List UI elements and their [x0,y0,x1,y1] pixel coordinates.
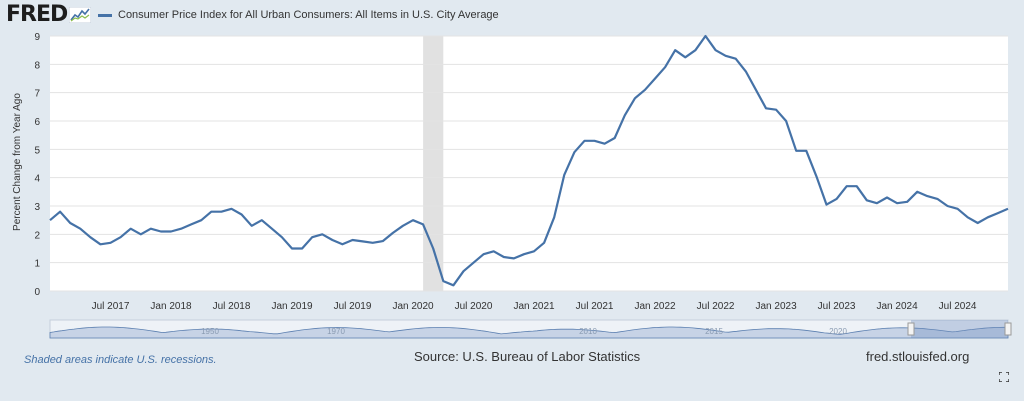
navigator-year-label: 2015 [705,327,723,336]
y-tick-label: 9 [34,32,40,43]
legend-label: Consumer Price Index for All Urban Consu… [118,9,499,21]
navigator-series: 1950 1970 2010 2015 2020 [49,319,1012,339]
x-axis-ticks: Jul 2017 Jan 2018 Jul 2018 Jan 2019 Jul 2019… [92,301,977,312]
y-tick-label: 6 [34,117,40,128]
main-chart[interactable]: 0 1 2 3 4 5 6 7 8 9 Jul 2017 Jan 2018 Jul 2018 Jan 2… [0,30,1024,320]
navigator-area [49,326,1009,339]
y-axis-title: Percent Change from Year Ago [12,93,23,231]
navigator-year-label: 2010 [579,327,597,336]
fred-logo[interactable]: FRED [6,2,68,27]
x-tick-label: Jan 2019 [271,301,313,312]
x-tick-label: Jan 2022 [634,301,676,312]
series-layer [49,34,1009,287]
y-tick-label: 5 [34,145,40,156]
y-tick-label: 4 [34,174,40,185]
y-tick-label: 7 [34,89,40,100]
x-tick-label: Jul 2024 [939,301,977,312]
x-tick-label: Jul 2018 [213,301,251,312]
x-tick-label: Jul 2020 [455,301,493,312]
x-tick-label: Jan 2023 [755,301,797,312]
plot-background [50,36,1008,291]
x-tick-label: Jan 2018 [150,301,192,312]
recession-shading [423,36,444,291]
y-tick-label: 1 [34,259,40,270]
x-tick-label: Jan 2020 [392,301,434,312]
plot-area [50,36,1008,291]
legend-swatch [98,13,112,17]
y-tick-label: 8 [34,60,40,71]
x-tick-label: Jul 2019 [334,301,372,312]
site-link[interactable]: fred.stlouisfed.org [866,349,970,364]
y-axis-ticks: 0 1 2 3 4 5 6 7 8 9 [34,32,40,298]
x-tick-label: Jul 2022 [697,301,735,312]
x-tick-label: Jul 2017 [92,301,130,312]
source-text: Source: U.S. Bureau of Labor Statistics [414,349,641,364]
chart-header: FRED Consumer Price Index for All Urban … [0,0,1024,34]
navigator-year-label: 2020 [829,327,847,336]
x-tick-label: Jul 2023 [818,301,856,312]
legend: Consumer Price Index for All Urban Consu… [98,9,499,21]
navigator-selection[interactable] [911,320,1008,338]
navigator-handle[interactable] [907,322,915,336]
y-tick-label: 2 [34,230,40,241]
gridlines [50,35,1008,292]
navigator-year-label: 1970 [327,327,345,336]
x-tick-label: Jul 2021 [576,301,614,312]
x-tick-label: Jan 2024 [876,301,918,312]
y-tick-label: 3 [34,202,40,213]
time-range-navigator[interactable]: 1950 1970 2010 2015 2020 [0,318,1024,342]
navigator-year-label: 1950 [201,327,219,336]
fred-graph-logo-icon [69,7,91,23]
fullscreen-icon[interactable] [999,372,1009,382]
recession-band [423,36,444,291]
navigator-handle[interactable] [1004,322,1012,336]
series-line[interactable] [49,34,1009,287]
recession-note: Shaded areas indicate U.S. recessions. [24,354,217,366]
x-tick-label: Jan 2021 [513,301,555,312]
y-tick-label: 0 [34,287,40,298]
